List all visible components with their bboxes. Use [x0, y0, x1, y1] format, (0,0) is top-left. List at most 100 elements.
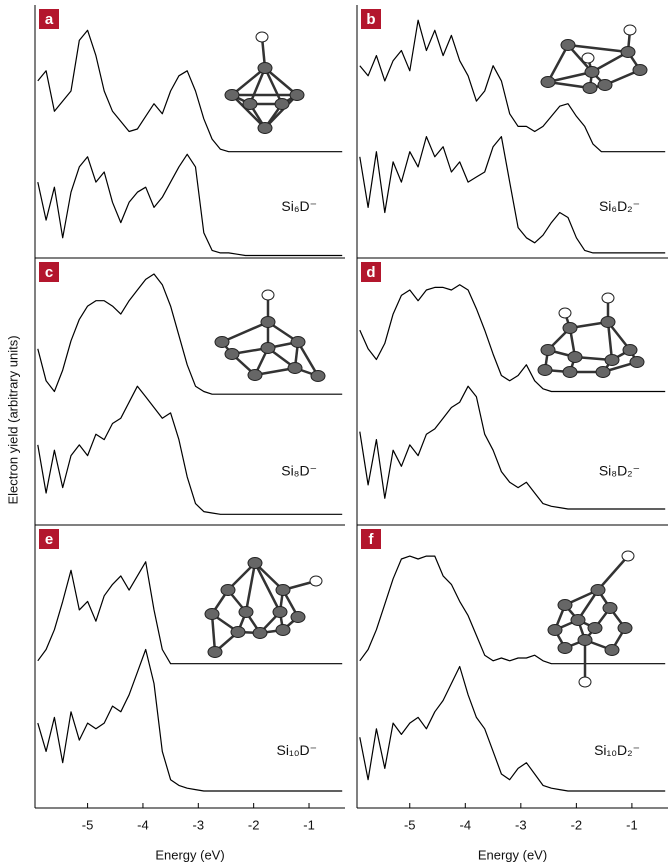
panel-label: d [366, 264, 375, 281]
si-atom [601, 317, 615, 328]
x-tick-label: -3 [193, 817, 205, 832]
bond [568, 45, 628, 52]
si-atom [618, 623, 632, 634]
species-label: Si₆D⁻ [281, 198, 317, 214]
si-atom [633, 65, 647, 76]
si-atom [578, 635, 592, 646]
measured-spectrum [38, 650, 342, 792]
d-atom [582, 53, 594, 63]
si-atom [596, 367, 610, 378]
si-atom [561, 40, 575, 51]
si-atom [603, 603, 617, 614]
si-atom [239, 607, 253, 618]
si-atom [243, 99, 257, 110]
species-label: Si₆D₂⁻ [599, 198, 640, 214]
si-atom [548, 625, 562, 636]
si-atom [225, 90, 239, 101]
x-tick-label: -3 [515, 817, 527, 832]
si-atom [541, 345, 555, 356]
panel-label: e [45, 531, 53, 548]
d-atom [559, 308, 571, 318]
d-atom [622, 551, 634, 561]
panel: b Si₆D₂⁻ [357, 5, 668, 258]
x-tick-label: -2 [248, 817, 260, 832]
si-atom [583, 83, 597, 94]
si-atom [258, 63, 272, 74]
si-atom [591, 585, 605, 596]
d-atom [256, 32, 268, 42]
si-atom [630, 357, 644, 368]
x-tick-label: -1 [626, 817, 638, 832]
panel: d Si₈D₂⁻ [357, 258, 668, 525]
si-atom [598, 80, 612, 91]
si-atom [248, 370, 262, 381]
si-atom [273, 607, 287, 618]
measured-spectrum [38, 386, 342, 514]
si-atom [276, 625, 290, 636]
si-atom [563, 323, 577, 334]
x-tick-label: -4 [137, 817, 149, 832]
panel-label: b [366, 11, 375, 28]
x-tick-label: -5 [82, 817, 94, 832]
species-label: Si₈D⁻ [281, 462, 317, 478]
d-atom [602, 293, 614, 303]
panel: e Si₁₀D⁻ -5 -4 -3 -2 -1 Energy (eV) [35, 525, 345, 862]
si-atom [258, 123, 272, 134]
calculated-spectrum [38, 274, 342, 394]
calculated-spectrum [360, 20, 665, 152]
si-atom [261, 343, 275, 354]
si-atom [276, 585, 290, 596]
figure: a Si₆D⁻ b Si₆D₂⁻ c Si₈D⁻ Electron yield (arbit… [0, 0, 668, 866]
si-atom [290, 90, 304, 101]
si-atom [538, 365, 552, 376]
x-tick-label: -1 [303, 817, 315, 832]
si-atom [571, 615, 585, 626]
si-atom [311, 371, 325, 382]
y-axis-title: Electron yield (arbitrary units) [5, 335, 20, 504]
measured-spectrum [360, 137, 665, 253]
species-label: Si₁₀D₂⁻ [594, 742, 640, 758]
d-atom [579, 677, 591, 687]
x-axis-title: Energy (eV) [155, 847, 224, 862]
x-tick-label: -4 [460, 817, 472, 832]
si-atom [623, 345, 637, 356]
species-label: Si₁₀D⁻ [277, 742, 317, 758]
measured-spectrum [360, 667, 665, 792]
si-atom [558, 600, 572, 611]
bond [598, 556, 628, 590]
d-atom [262, 290, 274, 300]
x-tick-label: -5 [404, 817, 416, 832]
si-atom [291, 612, 305, 623]
calculated-spectrum [360, 556, 665, 664]
x-axis-title: Energy (eV) [478, 847, 547, 862]
bond [222, 322, 268, 342]
si-atom [558, 643, 572, 654]
species-label: Si₈D₂⁻ [599, 462, 640, 478]
si-atom [261, 317, 275, 328]
si-atom [585, 67, 599, 78]
panel-label: c [45, 264, 53, 281]
si-atom [205, 609, 219, 620]
si-atom [621, 47, 635, 58]
si-atom [288, 363, 302, 374]
si-atom [588, 623, 602, 634]
bond [548, 45, 568, 82]
panel: a Si₆D⁻ [35, 5, 345, 258]
d-atom [310, 576, 322, 586]
si-atom [221, 585, 235, 596]
si-atom [568, 352, 582, 363]
si-atom [291, 337, 305, 348]
si-atom [248, 558, 262, 569]
si-atom [225, 349, 239, 360]
panel-label: a [45, 11, 54, 28]
si-atom [253, 628, 267, 639]
si-atom [275, 99, 289, 110]
si-atom [231, 627, 245, 638]
si-atom [605, 355, 619, 366]
panel: c Si₈D⁻ Electron yield (arbitrary units) [5, 258, 345, 525]
si-atom [563, 367, 577, 378]
measured-spectrum [360, 386, 665, 509]
si-atom [208, 647, 222, 658]
si-atom [605, 645, 619, 656]
